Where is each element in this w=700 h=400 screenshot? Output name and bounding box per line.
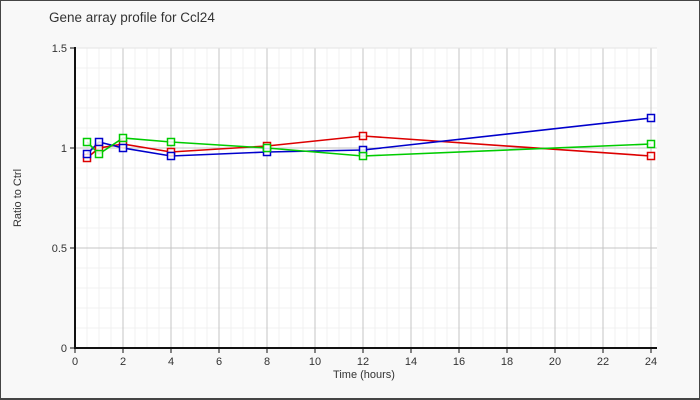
green-series-marker bbox=[358, 151, 368, 161]
chart-title: Gene array profile for Ccl24 bbox=[49, 10, 215, 25]
x-tick-label: 6 bbox=[216, 356, 222, 368]
plot-background bbox=[75, 48, 657, 348]
x-tick-label: 8 bbox=[264, 356, 270, 368]
x-tick-label: 18 bbox=[501, 356, 513, 368]
green-series-marker bbox=[646, 139, 656, 149]
x-tick-label: 0 bbox=[72, 356, 78, 368]
x-tick-label: 20 bbox=[549, 356, 561, 368]
x-tick-label: 14 bbox=[405, 356, 417, 368]
x-tick-label: 2 bbox=[120, 356, 126, 368]
green-series-marker bbox=[82, 137, 92, 147]
x-tick-label: 24 bbox=[645, 356, 657, 368]
green-series-marker bbox=[94, 149, 104, 159]
x-axis-label: Time (hours) bbox=[333, 369, 395, 381]
y-tick-label: 1 bbox=[61, 143, 67, 155]
blue-series-marker bbox=[94, 137, 104, 147]
red-series-marker bbox=[358, 131, 368, 141]
y-axis-label: Ratio to Ctrl bbox=[12, 168, 24, 228]
y-tick-label: 1.5 bbox=[52, 43, 67, 55]
green-series-marker bbox=[262, 143, 272, 153]
y-tick-label: 0 bbox=[61, 343, 67, 355]
y-tick-label: 0.5 bbox=[52, 243, 67, 255]
x-tick-label: 10 bbox=[309, 356, 321, 368]
blue-series-marker bbox=[118, 143, 128, 153]
blue-series-marker bbox=[166, 151, 176, 161]
blue-series-marker bbox=[82, 149, 92, 159]
x-tick-label: 22 bbox=[597, 356, 609, 368]
red-series-marker bbox=[646, 151, 656, 161]
green-series-marker bbox=[166, 137, 176, 147]
green-series-marker bbox=[118, 133, 128, 143]
x-tick-label: 12 bbox=[357, 356, 369, 368]
blue-series-marker bbox=[646, 113, 656, 123]
x-tick-label: 4 bbox=[168, 356, 174, 368]
x-tick-label: 16 bbox=[453, 356, 465, 368]
